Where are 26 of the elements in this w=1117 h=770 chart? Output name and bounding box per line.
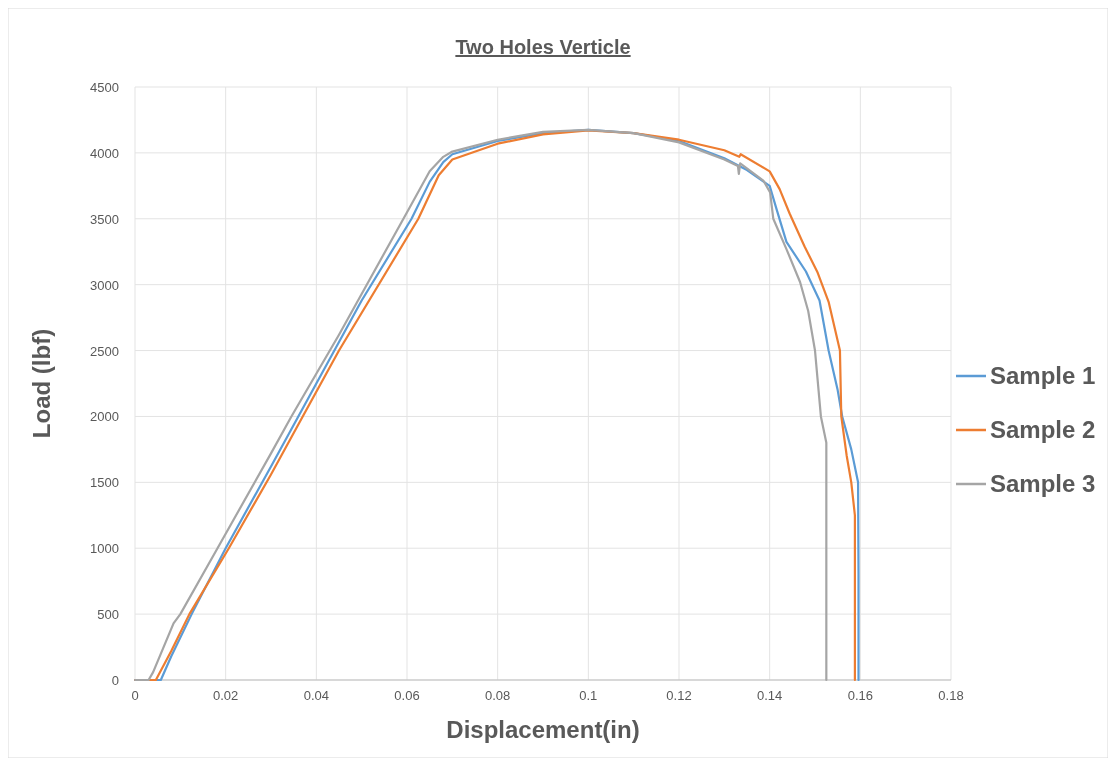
y-tick-label: 500 bbox=[97, 607, 119, 623]
legend-label: Sample 2 bbox=[990, 416, 1096, 443]
x-tick-label: 0.18 bbox=[938, 688, 964, 703]
x-tick-label: 0.06 bbox=[394, 688, 420, 703]
y-tick-label: 3500 bbox=[90, 211, 119, 227]
y-tick-label: 4500 bbox=[90, 80, 119, 95]
x-axis-title: Displacement(in) bbox=[446, 716, 640, 743]
y-tick-label: 3000 bbox=[90, 277, 119, 293]
y-tick-label: 0 bbox=[111, 673, 119, 688]
y-tick-label: 4000 bbox=[90, 145, 119, 161]
x-tick-label: 0.04 bbox=[303, 688, 329, 703]
y-axis-title: Load (lbf) bbox=[28, 328, 55, 439]
x-tick-label: 0 bbox=[131, 688, 139, 703]
legend-label: Sample 1 bbox=[990, 362, 1096, 389]
legend-label: Sample 3 bbox=[990, 470, 1096, 497]
chart-title: Two Holes Verticle bbox=[455, 36, 631, 58]
y-tick-label: 1000 bbox=[90, 541, 119, 557]
y-tick-label: 2000 bbox=[90, 409, 119, 425]
x-tick-label: 0.16 bbox=[847, 688, 873, 703]
x-tick-label: 0.02 bbox=[213, 688, 239, 703]
x-tick-label: 0.08 bbox=[485, 688, 511, 703]
x-tick-label: 0.12 bbox=[666, 688, 692, 703]
y-tick-label: 1500 bbox=[90, 475, 119, 491]
y-tick-label: 2500 bbox=[90, 343, 119, 359]
x-tick-label: 0.14 bbox=[757, 688, 783, 703]
x-tick-label: 0.1 bbox=[579, 688, 598, 703]
